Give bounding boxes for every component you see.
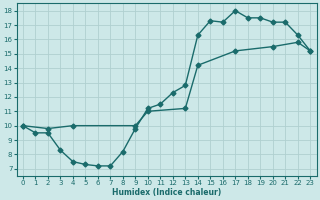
X-axis label: Humidex (Indice chaleur): Humidex (Indice chaleur) — [112, 188, 221, 197]
